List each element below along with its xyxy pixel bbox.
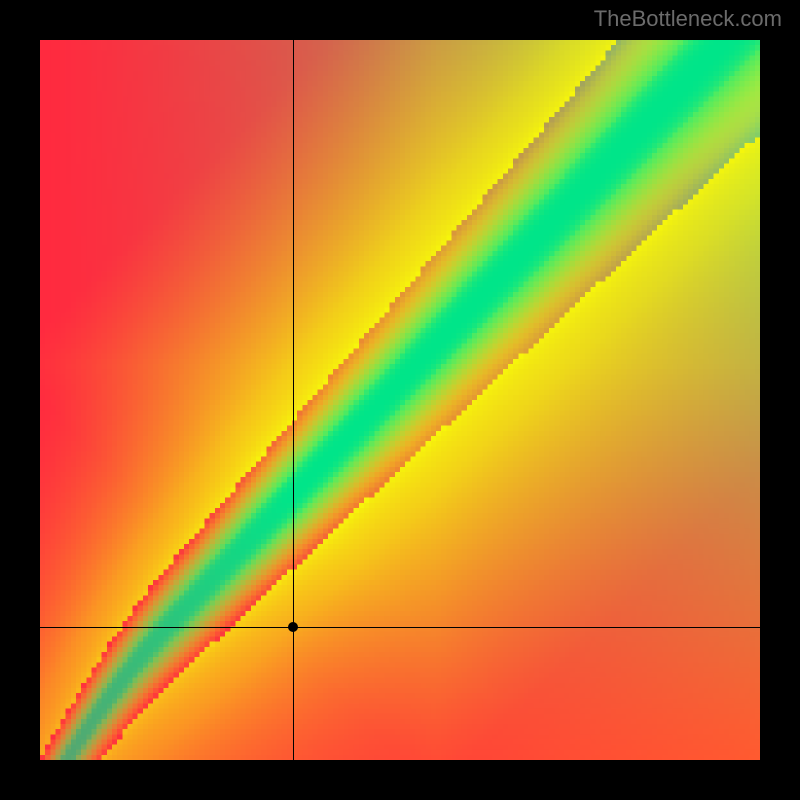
watermark-text: TheBottleneck.com: [594, 6, 782, 32]
crosshair-horizontal: [40, 627, 760, 628]
bottleneck-heatmap: [40, 40, 760, 760]
crosshair-vertical: [293, 40, 294, 760]
figure-container: TheBottleneck.com: [0, 0, 800, 800]
marker-dot: [288, 622, 298, 632]
plot-frame: [40, 40, 760, 760]
